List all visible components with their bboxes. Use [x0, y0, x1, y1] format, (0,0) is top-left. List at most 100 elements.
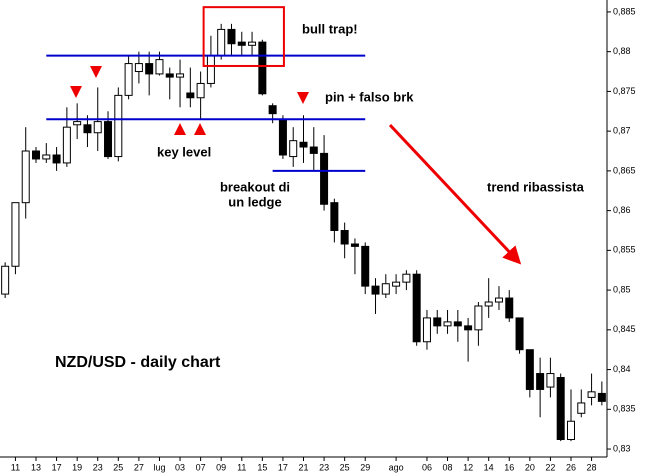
- candle-body: [577, 402, 586, 414]
- candle-body: [62, 126, 71, 164]
- y-tick-label: 0,835: [613, 404, 636, 414]
- y-tick-label: 0,88: [613, 46, 631, 56]
- y-tick-label: 0,87: [613, 126, 631, 136]
- candle-body: [371, 285, 380, 295]
- candle-body: [21, 150, 30, 204]
- candle-body: [83, 124, 92, 134]
- x-tick-label: 26: [566, 462, 576, 472]
- candle-body: [433, 317, 442, 327]
- annotation: un ledge: [228, 194, 281, 209]
- x-tick-label: 22: [545, 462, 555, 472]
- y-tick-label: 0,86: [613, 205, 631, 215]
- candle-body: [114, 94, 123, 158]
- x-tick-label: 23: [319, 462, 329, 472]
- candle-body: [32, 150, 41, 160]
- y-tick-label: 0,875: [613, 86, 636, 96]
- candle-body: [361, 245, 370, 287]
- candle-body: [392, 281, 401, 287]
- trend-arrow: [388, 123, 522, 265]
- candle-body: [52, 154, 61, 164]
- x-tick-label: 20: [525, 462, 535, 472]
- y-tick-label: 0,865: [613, 165, 636, 175]
- x-tick-label: 16: [504, 462, 514, 472]
- candle-body: [546, 373, 555, 388]
- candle-body: [258, 41, 267, 95]
- candle-body: [248, 41, 257, 46]
- y-tick-label: 0,885: [613, 6, 636, 16]
- candle-body: [525, 349, 534, 390]
- candle-body: [309, 146, 318, 154]
- y-tick-label: 0,83: [613, 443, 631, 453]
- x-tick-label: 11: [11, 462, 20, 472]
- candle-body: [268, 105, 277, 115]
- y-tick-label: 0,855: [613, 245, 636, 255]
- x-tick-label: 11: [237, 462, 246, 472]
- candle-body: [93, 121, 102, 134]
- x-tick-label: 23: [93, 462, 103, 472]
- candle-body: [422, 317, 431, 343]
- candle-body: [536, 373, 545, 390]
- annotation: pin + falso brk: [325, 89, 414, 104]
- candle-body: [350, 243, 359, 247]
- candle-body: [145, 63, 154, 75]
- candle-body: [227, 28, 236, 45]
- candle-body: [597, 392, 606, 402]
- candle-body: [73, 121, 82, 126]
- candle-body: [278, 118, 287, 156]
- candle-body: [217, 28, 226, 57]
- candle-body: [330, 202, 339, 231]
- x-tick-label: lug: [153, 462, 165, 472]
- x-tick-label: 09: [216, 462, 226, 472]
- candle-body: [299, 141, 308, 148]
- x-tick-label: 08: [443, 462, 453, 472]
- x-tick-label: ago: [389, 462, 404, 472]
- candle-body: [134, 63, 143, 73]
- candle-body: [1, 265, 10, 295]
- x-tick-label: 17: [278, 462, 288, 472]
- x-tick-label: 27: [134, 462, 144, 472]
- candle-body: [237, 41, 246, 46]
- candle-body: [494, 297, 503, 303]
- candle-body: [206, 55, 215, 84]
- x-tick-label: 25: [340, 462, 350, 472]
- candle-body: [515, 317, 524, 351]
- arrows: [70, 66, 522, 265]
- x-tick-label: 07: [196, 462, 206, 472]
- y-tick-label: 0,85: [613, 284, 631, 294]
- x-tick-label: 14: [484, 462, 494, 472]
- signal-arrows: [70, 66, 309, 135]
- x-tick-label: 13: [31, 462, 41, 472]
- x-tick-label: 19: [72, 462, 82, 472]
- candle-body: [412, 273, 421, 343]
- bull-trap-box: [202, 6, 285, 67]
- candle-body: [320, 152, 329, 205]
- candle-body: [165, 73, 174, 78]
- candle-body: [289, 140, 298, 158]
- x-tick-label: 21: [298, 462, 308, 472]
- candle-body: [104, 121, 113, 158]
- candle-body: [505, 297, 514, 319]
- candle-body: [402, 273, 411, 283]
- annotation: breakout di: [220, 179, 290, 194]
- x-tick-label: 03: [175, 462, 185, 472]
- candle-body: [453, 321, 462, 327]
- candle-body: [464, 325, 473, 331]
- chart-title: NZD/USD - daily chart: [55, 354, 221, 371]
- y-tick-label: 0,84: [613, 364, 631, 374]
- y-tick-label: 0,845: [613, 324, 636, 334]
- candle-body: [556, 377, 565, 441]
- candle-body: [443, 321, 452, 327]
- candle-body: [587, 391, 596, 398]
- x-tick-label: 15: [257, 462, 267, 472]
- candle-body: [474, 305, 483, 331]
- candle-body: [484, 301, 493, 307]
- x-tick-label: 17: [52, 462, 62, 472]
- candle-body: [196, 82, 205, 99]
- candle-body: [124, 63, 133, 96]
- annotation: bull trap!: [302, 21, 358, 36]
- x-tick-label: 25: [113, 462, 123, 472]
- x-tick-label: 12: [463, 462, 473, 472]
- annotation: trend ribassista: [487, 179, 585, 194]
- x-tick-label: 06: [422, 462, 432, 472]
